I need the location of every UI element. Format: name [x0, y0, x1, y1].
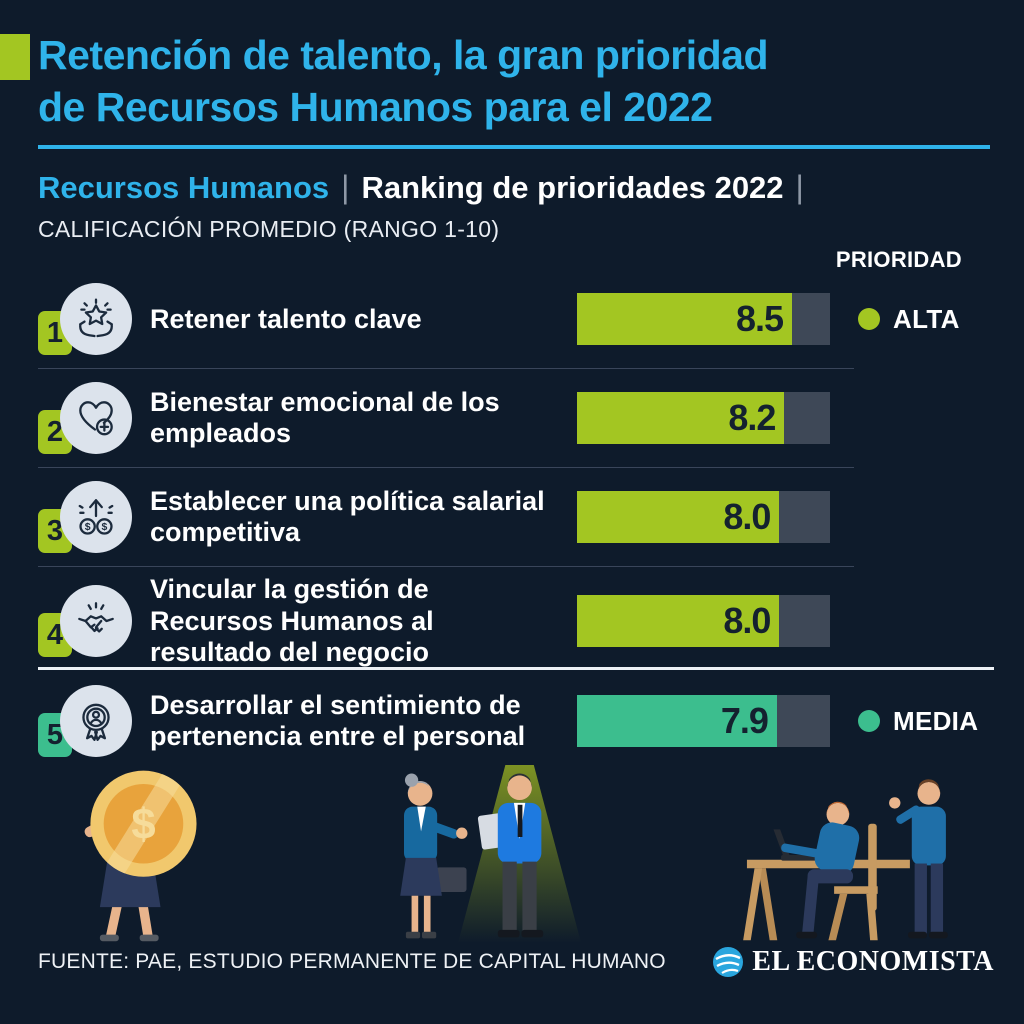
brand-name: EL ECONOMISTA	[752, 946, 994, 978]
score-bar-fill: 8.0	[577, 491, 780, 544]
row-divider	[38, 467, 854, 469]
handshake-icon	[60, 585, 132, 658]
priority-label: Bienestar emocional de los empleados	[150, 387, 500, 449]
el-economista-logo: EL ECONOMISTA	[712, 946, 994, 978]
score-bar: 8.5	[577, 293, 830, 346]
score-value: 8.2	[728, 397, 776, 439]
priority-column-header: PRIORIDAD	[835, 247, 962, 273]
media-legend-dot-icon	[858, 710, 880, 733]
green-accent-square	[0, 34, 30, 80]
score-bar-fill: 7.9	[577, 695, 777, 748]
legend-alta: ALTA	[832, 304, 994, 335]
score-bar: 8.0	[577, 491, 830, 544]
ranking-row-4: 4 Vincular la gestión de Recursos Humano…	[38, 574, 994, 667]
score-value: 8.0	[723, 496, 771, 538]
priority-label: Vincular la gestión de Recursos Humanos …	[150, 574, 434, 667]
footer: FUENTE: PAE, ESTUDIO PERMANENTE DE CAPIT…	[0, 946, 1024, 978]
legend-media: MEDIA	[832, 706, 994, 737]
score-value: 8.0	[723, 600, 771, 642]
salary-growth-icon: $ $	[60, 481, 132, 554]
media-legend-label: MEDIA	[893, 705, 979, 736]
el-economista-globe-icon	[713, 947, 744, 978]
hands-holding-star-icon	[60, 283, 132, 356]
score-value: 7.9	[720, 700, 769, 742]
score-value: 8.5	[736, 298, 784, 340]
svg-text:$: $	[101, 522, 107, 533]
ranking-row-3: 3 $ $ Establecer una política salarial c…	[38, 475, 994, 559]
row-divider	[38, 368, 854, 370]
score-bar: 7.9	[577, 695, 830, 748]
row-divider	[38, 566, 854, 568]
score-bar-fill: 8.5	[577, 293, 793, 346]
rank-badge-group: 5	[38, 685, 150, 758]
svg-text:$: $	[85, 522, 91, 533]
priority-label: Establecer una política salarial competi…	[150, 486, 545, 548]
ranking-row-1: 1 Retener talento clave 8.5	[38, 277, 994, 361]
priority-label: Desarrollar el sentimiento de pertenenci…	[150, 690, 526, 752]
source-note: FUENTE: PAE, ESTUDIO PERMANENTE DE CAPIT…	[38, 950, 666, 974]
business-people-spotlight-illustration	[400, 765, 582, 944]
score-bar-fill: 8.2	[577, 392, 785, 445]
score-scale-note: CALIFICACIÓN PROMEDIO (RANGO 1-10)	[38, 216, 500, 243]
score-bar: 8.0	[577, 595, 830, 648]
title-line-1: Retención de talento, la gran prioridad	[38, 32, 769, 78]
subtitle-ranking: Ranking de prioridades 2022	[361, 170, 784, 206]
subtitle-trailing-separator: |	[795, 169, 804, 206]
priority-group-divider	[38, 667, 994, 671]
rank-badge-group: 2	[38, 382, 150, 455]
ranking-row-2: 2 Bienestar emocional de los empleados 8…	[38, 376, 994, 460]
subtitle: Recursos Humanos | Ranking de prioridade…	[38, 169, 994, 206]
heart-health-icon	[60, 382, 132, 455]
header: Retención de talento, la gran prioridad …	[0, 0, 1024, 273]
rank-badge-group: 3 $ $	[38, 481, 150, 554]
badge-person-icon	[60, 685, 132, 758]
ranking-row-5: 5 Desarrollar el sentimiento de pertenen…	[38, 679, 994, 763]
svg-text:$: $	[131, 801, 155, 849]
subtitle-category: Recursos Humanos	[38, 170, 330, 206]
rank-badge-group: 4	[38, 585, 150, 658]
person-carrying-coin-illustration: $	[84, 757, 197, 942]
priority-label: Retener talento clave	[150, 303, 422, 334]
score-bar: 8.2	[577, 392, 830, 445]
subtitle-separator: |	[341, 169, 350, 206]
colleagues-at-desk-illustration	[743, 779, 948, 941]
alta-legend-dot-icon	[858, 308, 880, 331]
people-illustrations: $	[84, 757, 948, 944]
rank-badge-group: 1	[38, 283, 150, 356]
ranking-list: 1 Retener talento clave 8.5	[38, 277, 994, 763]
score-bar-fill: 8.0	[577, 595, 780, 648]
title-line-2: de Recursos Humanos para el 2022	[38, 83, 713, 130]
page-title: Retención de talento, la gran prioridad …	[38, 30, 994, 133]
illustrations: $	[0, 757, 1024, 950]
alta-legend-label: ALTA	[893, 303, 960, 334]
title-underline	[38, 145, 990, 150]
